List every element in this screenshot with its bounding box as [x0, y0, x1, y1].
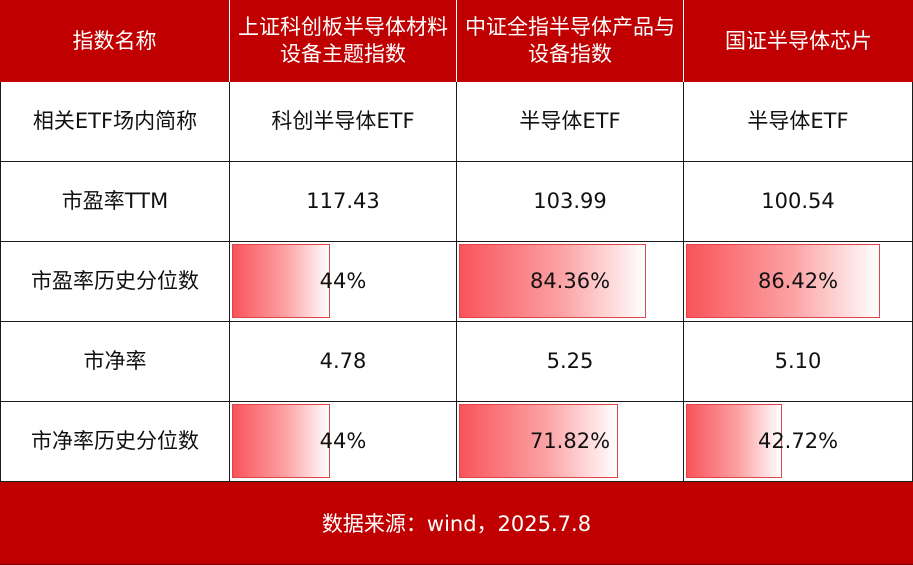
row-label: 市净率	[0, 322, 230, 402]
table-cell: 半导体ETF	[457, 82, 684, 162]
percentile-cell: 71.82%	[457, 402, 684, 482]
percentile-cell: 44%	[230, 242, 457, 322]
percentile-data-bar	[232, 404, 330, 478]
percentile-cell: 44%	[230, 402, 457, 482]
header-cell-csi-semi: 中证全指半导体产品与设备指数	[457, 0, 684, 82]
percentile-data-bar	[686, 404, 782, 478]
percentile-value: 71.82%	[529, 429, 611, 453]
table-header-row: 指数名称 上证科创板半导体材料设备主题指数 中证全指半导体产品与设备指数 国证半…	[0, 0, 913, 82]
table-cell: 103.99	[457, 162, 684, 242]
table-cell: 科创半导体ETF	[230, 82, 457, 162]
source-footer: 数据来源：wind，2025.7.8	[0, 482, 913, 565]
percentile-data-bar	[459, 244, 646, 318]
percentile-value: 44%	[319, 429, 367, 453]
percentile-value: 44%	[319, 269, 367, 293]
percentile-value: 42.72%	[757, 429, 839, 453]
percentile-data-bar	[686, 244, 880, 318]
percentile-cell: 86.42%	[684, 242, 913, 322]
table-row-pb: 市净率 4.78 5.25 5.10	[0, 322, 913, 402]
percentile-cell: 42.72%	[684, 402, 913, 482]
row-label: 市净率历史分位数	[0, 402, 230, 482]
table-row-pe-percentile: 市盈率历史分位数 44% 84.36% 86.42%	[0, 242, 913, 322]
table-row-pe-ttm: 市盈率TTM 117.43 103.99 100.54	[0, 162, 913, 242]
table-cell: 4.78	[230, 322, 457, 402]
table-cell: 117.43	[230, 162, 457, 242]
row-label: 市盈率TTM	[0, 162, 230, 242]
header-cell-cni-chip: 国证半导体芯片	[725, 28, 872, 53]
table-row-etf-name: 相关ETF场内简称 科创半导体ETF 半导体ETF 半导体ETF	[0, 82, 913, 162]
row-label: 市盈率历史分位数	[0, 242, 230, 322]
row-label: 相关ETF场内简称	[0, 82, 230, 162]
table-cell: 半导体ETF	[684, 82, 913, 162]
header-cell-sci-tech-semi: 上证科创板半导体材料设备主题指数	[230, 0, 457, 82]
percentile-value: 86.42%	[757, 269, 839, 293]
table-row-pb-percentile: 市净率历史分位数 44% 71.82% 42.72%	[0, 402, 913, 482]
table-cell: 5.25	[457, 322, 684, 402]
percentile-data-bar	[459, 404, 618, 478]
percentile-data-bar	[232, 244, 330, 318]
percentile-cell: 84.36%	[457, 242, 684, 322]
percentile-value: 84.36%	[529, 269, 611, 293]
source-text: 数据来源：wind，2025.7.8	[321, 512, 592, 536]
table-cell: 5.10	[684, 322, 913, 402]
table-cell: 100.54	[684, 162, 913, 242]
header-cell-index-name: 指数名称	[0, 0, 230, 82]
